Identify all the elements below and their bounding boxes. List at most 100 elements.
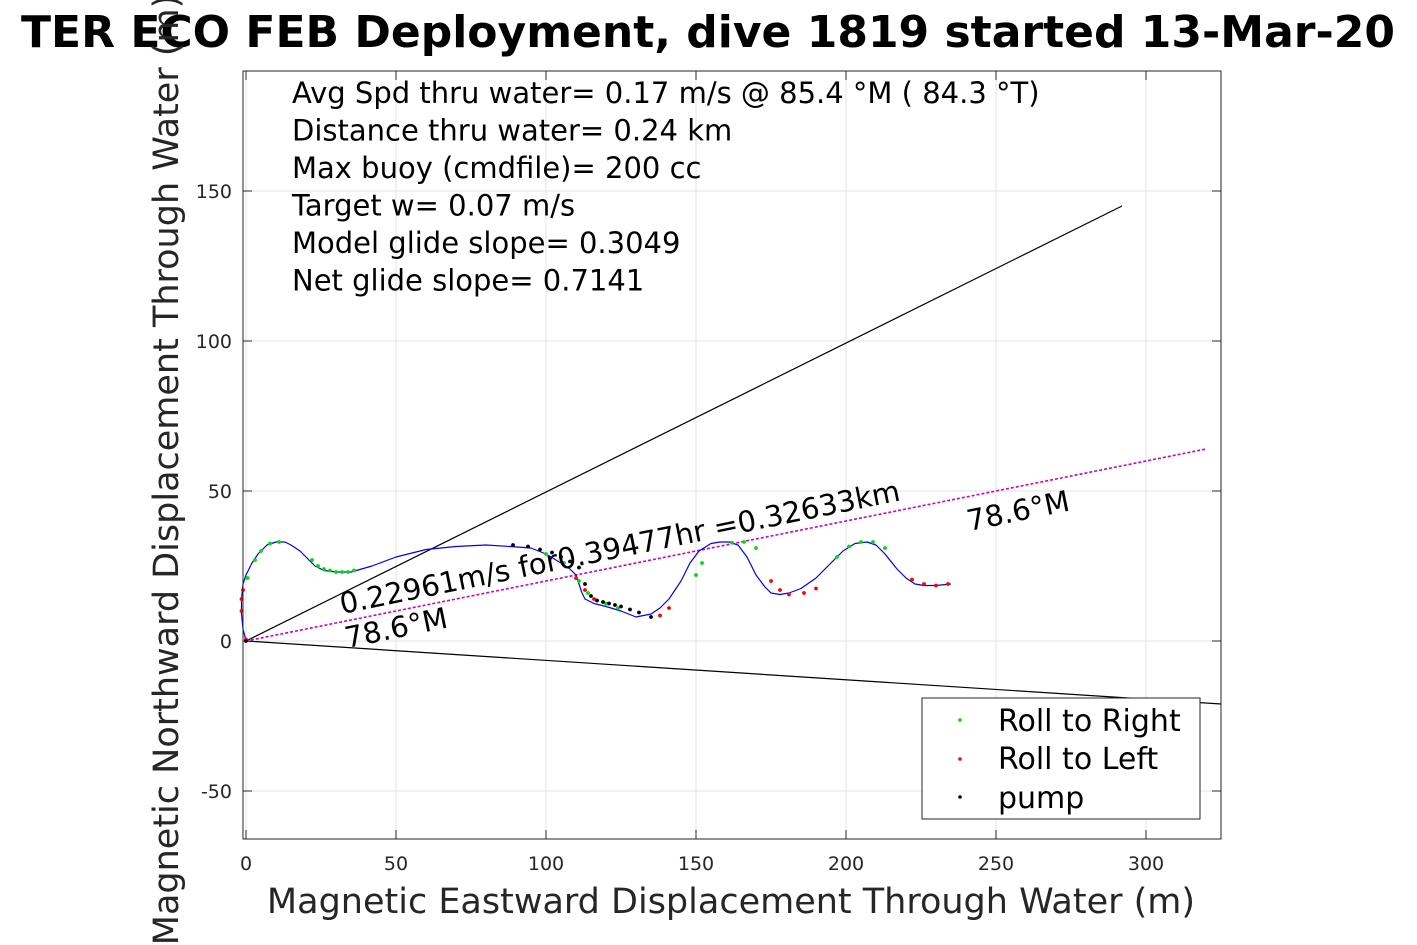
- legend-marker-pump: [958, 795, 962, 799]
- pump-point: [568, 559, 572, 564]
- glider-track-line: [240, 541, 952, 642]
- info-annotation: Target w= 0.07 m/s: [291, 189, 575, 223]
- reference-line: [245, 640, 1222, 705]
- roll-right-point: [328, 568, 332, 573]
- y-tick-label: 0: [220, 631, 232, 653]
- x-tick-label: 150: [678, 853, 714, 875]
- roll-right-point: [883, 546, 887, 550]
- chart-title: TER ECO FEB Deployment, dive 1819 starte…: [21, 7, 1395, 58]
- roll-right-point: [322, 567, 326, 571]
- roll-right-point: [277, 540, 281, 544]
- legend-label-pump: pump: [998, 781, 1084, 816]
- roll-right-point: [259, 549, 263, 553]
- pump-point: [526, 544, 530, 549]
- roll-right-point: [544, 552, 548, 556]
- pump-point: [601, 600, 605, 604]
- roll-left-point: [778, 588, 782, 592]
- roll-right-point: [847, 544, 851, 549]
- legend: Roll to Right Roll to Left pump: [921, 697, 1201, 820]
- legend-marker-roll-right: [958, 718, 962, 722]
- pump-point: [550, 550, 554, 555]
- y-tick-label: 50: [208, 481, 232, 503]
- info-annotation: Max buoy (cmdfile)= 200 cc: [292, 151, 701, 185]
- x-tick-label: 50: [384, 853, 408, 875]
- pump-point: [607, 601, 611, 606]
- x-tick-label: 100: [528, 853, 564, 875]
- roll-left-point: [583, 588, 587, 592]
- reference-line: [245, 448, 1207, 642]
- x-axis-label: Magnetic Eastward Displacement Through W…: [267, 882, 1195, 922]
- roll-right-point: [562, 561, 566, 565]
- pump-point: [583, 582, 587, 586]
- roll-left-point: [239, 609, 244, 613]
- roll-right-point: [871, 540, 875, 544]
- roll-right-point: [253, 558, 257, 562]
- roll-right-point: [754, 546, 758, 550]
- info-annotation: Net glide slope= 0.7141: [292, 264, 644, 298]
- info-annotation: Distance thru water= 0.24 km: [292, 114, 732, 148]
- markers: [239, 540, 950, 643]
- roll-left-point: [574, 576, 578, 580]
- reference-line: [245, 205, 1123, 642]
- x-tick-label: 0: [240, 853, 252, 875]
- roll-right-point: [245, 576, 250, 580]
- roll-left-point: [658, 613, 662, 618]
- roll-right-point: [352, 568, 356, 573]
- roll-right-point: [268, 541, 272, 546]
- roll-right-point: [316, 564, 320, 568]
- roll-right-point: [310, 558, 314, 562]
- y-tick-label: -50: [201, 781, 232, 803]
- pump-point: [589, 594, 593, 598]
- roll-right-point: [334, 570, 338, 574]
- roll-left-point: [769, 579, 773, 583]
- x-tick-label: 200: [828, 853, 864, 875]
- roll-left-point: [667, 606, 671, 610]
- roll-left-point: [814, 586, 818, 591]
- roll-right-point: [586, 591, 590, 595]
- roll-right-point: [694, 573, 698, 577]
- pump-point: [613, 603, 617, 607]
- reference-lines: [245, 205, 1222, 705]
- info-annotation: Avg Spd thru water= 0.17 m/s @ 85.4 °M (…: [292, 76, 1040, 110]
- roll-left-point: [239, 597, 244, 601]
- roll-right-point: [577, 579, 581, 583]
- roll-left-point: [592, 597, 596, 601]
- info-annotation: Model glide slope= 0.3049: [292, 226, 680, 260]
- y-tick-label: 100: [196, 331, 232, 353]
- pump-point: [577, 565, 581, 570]
- legend-label-roll-right: Roll to Right: [998, 704, 1181, 739]
- roll-left-point: [910, 577, 914, 582]
- roll-right-point: [835, 555, 839, 559]
- pump-point: [511, 543, 515, 547]
- pump-point: [244, 639, 248, 643]
- legend-label-roll-left: Roll to Left: [998, 742, 1158, 777]
- pump-point: [559, 555, 563, 559]
- pump-point: [538, 547, 542, 552]
- y-axis-label: Magnetic Northward Displacement Through …: [147, 0, 187, 945]
- x-tick-label: 250: [978, 853, 1014, 875]
- roll-right-point: [340, 570, 344, 574]
- roll-right-point: [616, 606, 620, 610]
- x-tick-label: 300: [1128, 853, 1164, 875]
- pump-point: [595, 598, 599, 603]
- roll-right-point: [604, 601, 608, 606]
- track-layer: [240, 541, 952, 642]
- info-annotations: Avg Spd thru water= 0.17 m/s @ 85.4 °M (…: [291, 76, 1040, 298]
- pump-point: [619, 604, 623, 609]
- y-tick-label: 150: [196, 181, 232, 203]
- roll-left-point: [802, 591, 806, 595]
- roll-right-point: [730, 540, 734, 545]
- roll-left-point: [787, 592, 791, 597]
- roll-right-point: [700, 561, 704, 565]
- roll-left-point: [946, 582, 950, 586]
- roll-right-point: [742, 540, 746, 544]
- axis-ticks: 0 50 100 150 200 250 300 -50 0 50 100 150: [196, 71, 1221, 875]
- pump-point: [637, 610, 641, 615]
- pump-point: [628, 607, 632, 612]
- plot-frame: [242, 70, 1222, 840]
- roll-right-point: [859, 540, 863, 544]
- roll-left-point: [934, 583, 938, 588]
- roll-right-point: [346, 570, 350, 574]
- pump-point: [649, 615, 653, 619]
